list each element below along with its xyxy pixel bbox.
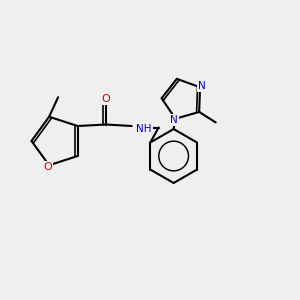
Text: N: N (198, 81, 206, 91)
Text: NH: NH (136, 124, 152, 134)
Text: O: O (43, 162, 52, 172)
Text: O: O (102, 94, 110, 104)
Text: N: N (170, 115, 178, 125)
